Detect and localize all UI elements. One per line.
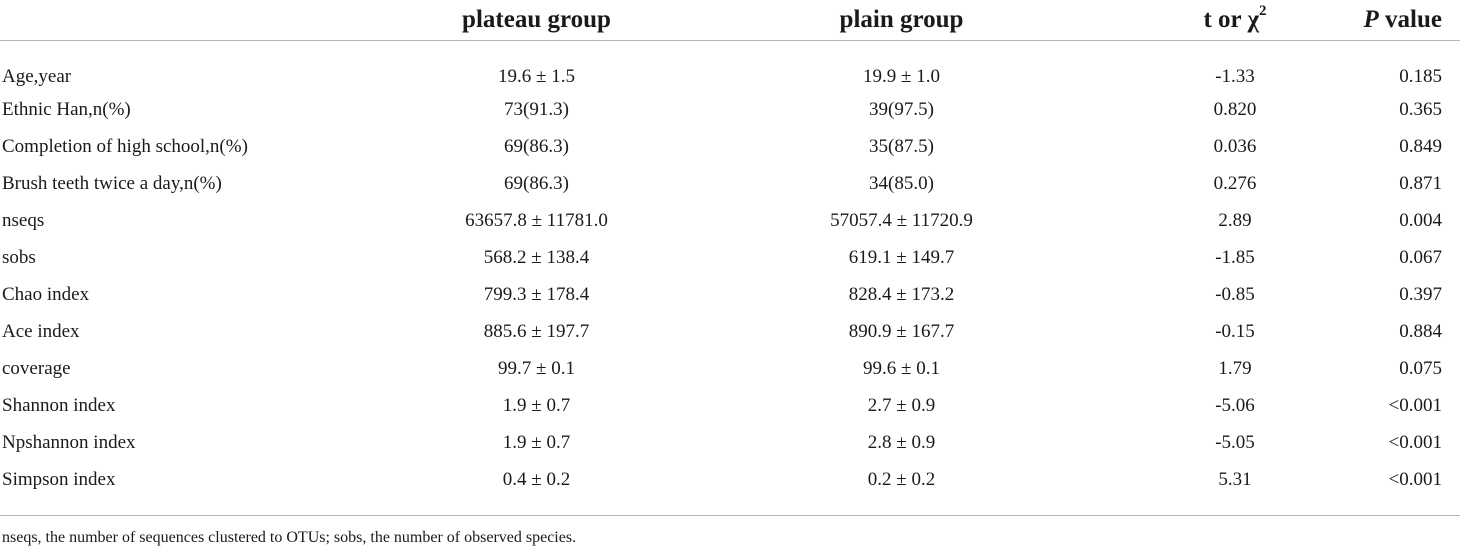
header-plain-group: plain group xyxy=(715,0,1080,41)
test-statistic-value: -5.06 xyxy=(1215,394,1255,416)
p-value: 0.397 xyxy=(1399,283,1442,305)
plain-group-value: 2.7 ± 0.9 xyxy=(867,394,936,416)
p-value: 0.075 xyxy=(1399,357,1442,379)
header-p-suffix: value xyxy=(1378,6,1442,33)
plateau-group-value: 0.4 ± 0.2 xyxy=(502,468,571,490)
p-value: 0.365 xyxy=(1399,98,1442,120)
header-label xyxy=(0,0,350,41)
table-row: Ethnic Han,n(%) 73(91.3) 39(97.5) 0.820 0.36… xyxy=(0,91,1460,128)
table-row: Age,year 19.6 ± 1.5 19.9 ± 1.0 -1.33 0.185 xyxy=(0,41,1460,92)
row-label: Chao index xyxy=(2,283,90,305)
plateau-group-value: 99.7 ± 0.1 xyxy=(498,357,575,379)
plain-group-value: 39(97.5) xyxy=(869,98,934,120)
plain-group-value: 35(87.5) xyxy=(869,135,934,157)
plain-group-value: 34(85.0) xyxy=(869,172,934,194)
test-statistic-value: 1.79 xyxy=(1218,357,1252,379)
p-value: <0.001 xyxy=(1388,431,1442,453)
row-label: Npshannon index xyxy=(2,431,136,453)
plateau-group-value: 1.9 ± 0.7 xyxy=(502,431,571,453)
test-statistic-value: -0.15 xyxy=(1215,320,1255,342)
plateau-group-value: 1.9 ± 0.7 xyxy=(502,394,571,416)
row-label: Completion of high school,n(%) xyxy=(2,135,248,157)
header-row: plateau group plain group t or χ2 P valu… xyxy=(0,0,1460,41)
plain-group-value: 890.9 ± 167.7 xyxy=(848,320,955,342)
test-statistic-value: -5.05 xyxy=(1215,431,1255,453)
plateau-group-value: 19.6 ± 1.5 xyxy=(498,66,575,87)
plain-group-value: 2.8 ± 0.9 xyxy=(867,431,936,453)
row-label: nseqs xyxy=(2,209,45,231)
p-value: 0.884 xyxy=(1399,320,1442,342)
plain-group-value: 619.1 ± 149.7 xyxy=(848,246,955,268)
header-test-statistic-text: t or χ xyxy=(1203,6,1260,33)
row-label: Simpson index xyxy=(2,468,116,490)
p-value: 0.004 xyxy=(1399,209,1442,231)
p-value: 0.067 xyxy=(1399,246,1442,268)
test-statistic-value: -1.85 xyxy=(1215,246,1255,268)
header-p-value: P value xyxy=(1320,0,1460,41)
plain-group-value: 19.9 ± 1.0 xyxy=(863,66,940,87)
plateau-group-value: 73(91.3) xyxy=(504,98,569,120)
table-row: Completion of high school,n(%) 69(86.3) 35… xyxy=(0,128,1460,165)
plateau-group-value: 799.3 ± 178.4 xyxy=(483,283,590,305)
table-body: Age,year 19.6 ± 1.5 19.9 ± 1.0 -1.33 0.185 Et… xyxy=(0,41,1460,499)
row-label: Ace index xyxy=(2,320,80,342)
row-label: Age,year xyxy=(2,66,72,87)
table-header: plateau group plain group t or χ2 P valu… xyxy=(0,0,1460,41)
test-statistic-value: -1.33 xyxy=(1215,66,1255,87)
header-test-statistic-superscript: 2 xyxy=(1259,3,1267,19)
plain-group-value: 828.4 ± 173.2 xyxy=(848,283,955,305)
p-value: 0.849 xyxy=(1399,135,1442,157)
table-bottom-rule xyxy=(0,515,1460,516)
table-footnote: nseqs, the number of sequences clustered… xyxy=(2,529,577,546)
p-value: 0.185 xyxy=(1399,66,1442,87)
p-value: 0.871 xyxy=(1399,172,1442,194)
table-row: Npshannon index 1.9 ± 0.7 2.8 ± 0.9 -5.05 <0… xyxy=(0,424,1460,461)
test-statistic-value: -0.85 xyxy=(1215,283,1255,305)
plateau-group-value: 69(86.3) xyxy=(504,172,569,194)
row-label: sobs xyxy=(2,246,36,268)
table-row: Brush teeth twice a day,n(%) 69(86.3) 34(8… xyxy=(0,165,1460,202)
test-statistic-value: 0.276 xyxy=(1213,172,1257,194)
table-row: Chao index 799.3 ± 178.4 828.4 ± 173.2 -0.8… xyxy=(0,276,1460,313)
plateau-group-value: 69(86.3) xyxy=(504,135,569,157)
table-row: nseqs 63657.8 ± 11781.0 57057.4 ± 11720.9 2… xyxy=(0,202,1460,239)
table-row: sobs 568.2 ± 138.4 619.1 ± 149.7 -1.85 0.067 xyxy=(0,239,1460,276)
table-row: Simpson index 0.4 ± 0.2 0.2 ± 0.2 5.31 <0.00… xyxy=(0,461,1460,498)
test-statistic-value: 0.820 xyxy=(1213,98,1257,120)
header-plateau-group: plateau group xyxy=(350,0,715,41)
test-statistic-value: 5.31 xyxy=(1218,468,1252,490)
row-label: coverage xyxy=(2,357,71,379)
row-label: Brush teeth twice a day,n(%) xyxy=(2,172,222,194)
plateau-group-value: 568.2 ± 138.4 xyxy=(483,246,590,268)
row-label: Ethnic Han,n(%) xyxy=(2,98,131,120)
plain-group-value: 0.2 ± 0.2 xyxy=(867,468,936,490)
comparison-table: plateau group plain group t or χ2 P valu… xyxy=(0,0,1460,499)
row-label: Shannon index xyxy=(2,394,116,416)
plain-group-value: 57057.4 ± 11720.9 xyxy=(830,209,973,231)
test-statistic-value: 0.036 xyxy=(1213,135,1257,157)
p-value: <0.001 xyxy=(1388,468,1442,490)
plateau-group-value: 885.6 ± 197.7 xyxy=(483,320,590,342)
comparison-table-container: plateau group plain group t or χ2 P valu… xyxy=(0,0,1460,499)
plateau-group-value: 63657.8 ± 11781.0 xyxy=(465,209,608,231)
header-test-statistic: t or χ2 xyxy=(1080,0,1320,41)
p-value: <0.001 xyxy=(1388,394,1442,416)
header-p-symbol: P xyxy=(1363,6,1379,33)
table-row: coverage 99.7 ± 0.1 99.6 ± 0.1 1.79 0.075 xyxy=(0,350,1460,387)
table-row: Ace index 885.6 ± 197.7 890.9 ± 167.7 -0.15… xyxy=(0,313,1460,350)
table-row: Shannon index 1.9 ± 0.7 2.7 ± 0.9 -5.06 <0.0… xyxy=(0,387,1460,424)
test-statistic-value: 2.89 xyxy=(1218,209,1252,231)
plain-group-value: 99.6 ± 0.1 xyxy=(863,357,940,379)
